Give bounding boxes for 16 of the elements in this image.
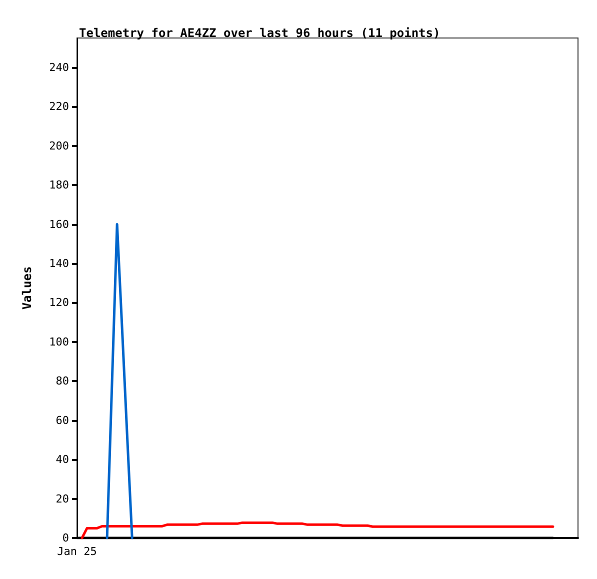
y-tick-label: 100 [49,335,69,348]
y-tick-label: 0 [62,532,69,544]
y-tick-label: 20 [56,492,69,506]
y-tick-label: 200 [49,139,69,152]
y-tick-label: 40 [56,453,69,466]
y-tick-label: 180 [49,178,69,192]
y-axis-title: Values [20,266,34,310]
y-tick-label: 160 [49,218,69,231]
x-tick-label: Jan 25 [57,545,97,558]
y-tick-label: 120 [49,296,69,310]
y-tick-label: 80 [56,374,69,388]
chart-title: Telemetry for AE4ZZ over last 96 hours (11 points) [79,26,440,40]
y-tick-label: 240 [49,60,69,74]
y-tick-label: 140 [49,256,69,270]
y-tick-label: 220 [49,100,69,114]
y-tick-label: 60 [56,414,69,427]
